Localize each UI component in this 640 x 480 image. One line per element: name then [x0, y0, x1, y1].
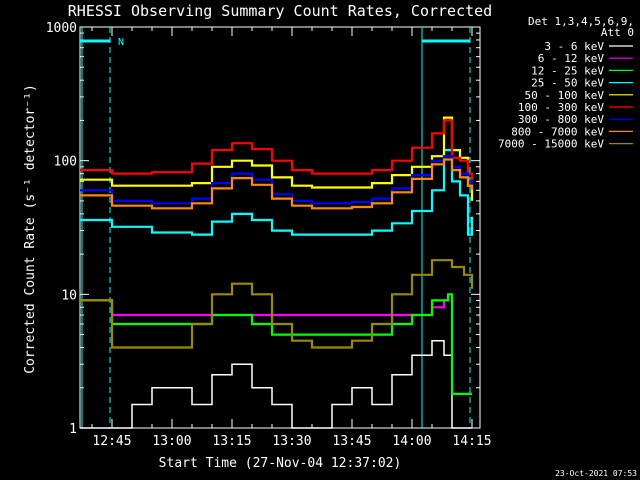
- x-tick-label: 14:00: [392, 434, 431, 449]
- series-line: [80, 339, 472, 429]
- series-line: [80, 294, 450, 317]
- legend-header: Det 1,3,4,5,6,9,: [528, 15, 634, 28]
- x-tick-label: 13:15: [212, 434, 251, 449]
- series-line: [80, 149, 474, 236]
- x-tick-label: 12:45: [92, 434, 131, 449]
- night-flag-label: N: [118, 37, 124, 48]
- legend-label: 12 - 25 keV: [531, 64, 604, 77]
- legend-label: 100 - 300 keV: [518, 101, 604, 114]
- x-axis-label: Start Time (27-Nov-04 12:37:02): [159, 456, 402, 471]
- plot-frame: [79, 26, 481, 429]
- legend-label: 6 - 12 keV: [538, 52, 605, 65]
- legend-label: 800 - 7000 keV: [511, 125, 604, 138]
- y-tick-label: 1000: [46, 21, 77, 36]
- legend-label: 300 - 800 keV: [518, 113, 604, 126]
- chart-title: RHESSI Observing Summary Count Rates, Co…: [68, 2, 492, 20]
- y-tick-label: 100: [54, 155, 77, 170]
- x-tick-label: 13:00: [152, 434, 191, 449]
- timestamp: 23-Oct-2021 07:53: [555, 469, 637, 478]
- series-line: [80, 119, 474, 180]
- legend-label: 3 - 6 keV: [544, 40, 604, 53]
- series-line: [80, 116, 474, 201]
- y-axis-label: Corrected Count Rate (s⁻¹ detector⁻¹): [23, 84, 38, 374]
- y-tick-label: 1: [69, 422, 77, 437]
- legend-label: 25 - 50 keV: [531, 77, 604, 90]
- legend-header: Att 0: [601, 26, 634, 39]
- legend-label: 7000 - 15000 keV: [498, 138, 604, 151]
- legend-label: 50 - 100 keV: [525, 89, 605, 102]
- series-line: [80, 158, 474, 210]
- plot-area: 1 10 100 1000 12:45 13:00 13:15 13:30 13:45 14:00…: [46, 21, 492, 449]
- x-tick-label: 13:45: [332, 434, 371, 449]
- series-line: [80, 259, 474, 349]
- x-tick-label: 13:30: [272, 434, 311, 449]
- x-tick-label: 14:15: [452, 434, 491, 449]
- y-tick-label: 10: [61, 288, 77, 303]
- series-line: [80, 293, 472, 395]
